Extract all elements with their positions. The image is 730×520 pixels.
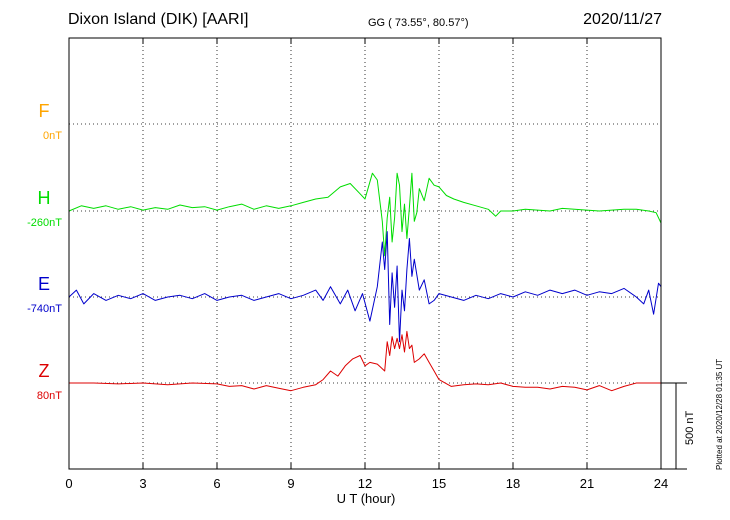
plotted-timestamp: Plotted at 2020/12/28 01:35 UT — [715, 359, 724, 470]
x-axis: 0 3 6 9 12 15 18 21 24 — [65, 38, 668, 491]
series-line-z — [69, 330, 661, 392]
x-tick-label: 3 — [139, 476, 146, 491]
grid — [69, 38, 661, 469]
station-title: Dixon Island (DIK) [AARI] — [68, 11, 249, 28]
series-name-h: H — [38, 188, 51, 208]
x-axis-title: U T (hour) — [337, 491, 396, 506]
station-coordinates: GG ( 73.55°, 80.57°) — [368, 17, 469, 29]
scale-bar: 500 nT — [661, 382, 696, 470]
series-baseline-e: -740nT — [27, 303, 62, 315]
x-tick-label: 12 — [358, 476, 372, 491]
series-name-e: E — [38, 274, 50, 294]
series-labels: F 0nT H -260nT E -740nT Z 80nT — [27, 101, 62, 402]
series-line-e — [68, 231, 662, 343]
x-tick-label: 9 — [287, 476, 294, 491]
x-tick-label: 15 — [432, 476, 446, 491]
series-baseline-z: 80nT — [37, 390, 62, 402]
x-tick-label: 21 — [580, 476, 594, 491]
x-tick-label: 24 — [654, 476, 668, 491]
x-tick-label: 18 — [506, 476, 520, 491]
scale-label: 500 nT — [684, 410, 696, 445]
series-line-h — [68, 172, 662, 257]
x-tick-label: 0 — [65, 476, 72, 491]
plot-date: 2020/11/27 — [583, 11, 662, 28]
series-lines — [68, 172, 662, 392]
x-tick-label: 6 — [213, 476, 220, 491]
series-baseline-h: -260nT — [27, 217, 62, 229]
series-name-z: Z — [39, 361, 50, 381]
series-name-f: F — [39, 101, 50, 121]
series-baseline-f: 0nT — [43, 130, 62, 142]
